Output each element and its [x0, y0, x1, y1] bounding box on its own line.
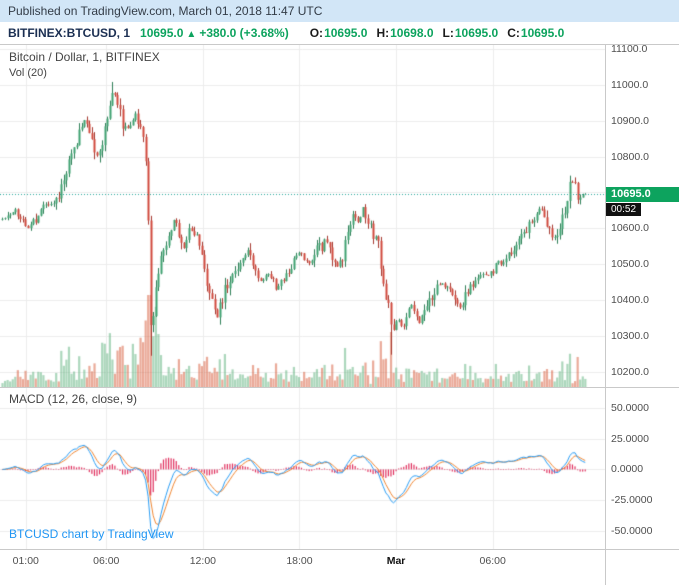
published-banner: Published on TradingView.com, March 01, …: [0, 0, 679, 22]
macd-axis-label: -50.0000: [611, 525, 653, 538]
time-axis-label: 06:00: [479, 555, 506, 567]
time-axis-label: 18:00: [286, 555, 313, 567]
close-value: 10695.0: [520, 26, 565, 40]
price-axis-label: 11000.0: [611, 78, 649, 91]
time-axis-label: 06:00: [93, 555, 120, 567]
attribution-link[interactable]: BTCUSD chart by TradingView: [9, 527, 174, 541]
price-up-arrow-icon: ▲: [186, 29, 197, 40]
price-axis-label: 10200.0: [611, 365, 649, 378]
price-change: +380.0 (+3.68%): [199, 26, 289, 40]
price-axis-label: 11100.0: [611, 42, 648, 55]
right-axis[interactable]: 10695.0 00:52 11100.0 11000.0 10900.0 10800…: [606, 42, 679, 585]
macd-axis-label: 0.0000: [611, 463, 644, 476]
macd-axis-label: -25.0000: [611, 494, 653, 507]
last-price: 10695.0: [140, 26, 184, 40]
ohlc-readout: O:10695.0 H:10698.0 L:10695.0 C:10695.0: [301, 26, 565, 40]
price-axis-label: 10800.0: [611, 150, 649, 163]
price-chart-canvas[interactable]: [0, 45, 605, 387]
open-label: O:: [309, 26, 324, 40]
symbol-name: BITFINEX:BTCUSD, 1: [8, 26, 131, 40]
price-axis-label: 10900.0: [611, 114, 649, 127]
bar-countdown-badge: 00:52: [606, 203, 642, 216]
high-label: H:: [376, 26, 390, 40]
time-axis[interactable]: 01:00 06:00 12:00 18:00 Mar 06:00: [0, 550, 605, 585]
close-label: C:: [507, 26, 520, 40]
chart-region: Bitcoin / Dollar, 1, BITFINEX Vol (20) M…: [0, 42, 679, 585]
price-axis-label: 10600.0: [611, 222, 649, 235]
low-value: 10695.0: [454, 26, 499, 40]
header-separator: [0, 44, 679, 45]
high-value: 10698.0: [390, 26, 434, 40]
time-axis-label: 01:00: [12, 555, 39, 567]
symbol-info-bar: BITFINEX:BTCUSD, 1 10695.0 ▲ +380.0 (+3.68%…: [0, 22, 679, 44]
open-value: 10695.0: [324, 26, 368, 40]
price-axis-label: 10300.0: [611, 330, 649, 343]
pane-legend-macd: MACD (12, 26, close, 9): [9, 392, 138, 406]
pane-separator[interactable]: [0, 387, 679, 388]
pane-legend-symbol: Bitcoin / Dollar, 1, BITFINEX: [9, 50, 160, 64]
time-axis-label: 12:00: [189, 555, 216, 567]
macd-axis-label: 25.0000: [611, 432, 649, 445]
current-price-badge: 10695.0: [606, 187, 679, 202]
macd-chart-canvas[interactable]: [0, 388, 605, 549]
pane-legend-volume: Vol (20): [9, 67, 47, 79]
price-axis-label: 10400.0: [611, 294, 649, 307]
time-axis-label: Mar: [386, 555, 406, 567]
low-label: L:: [442, 26, 454, 40]
price-scale-separator: [605, 44, 606, 585]
price-axis-label: 10500.0: [611, 258, 649, 271]
macd-axis-label: 50.0000: [611, 401, 649, 414]
time-axis-separator: [0, 549, 679, 550]
